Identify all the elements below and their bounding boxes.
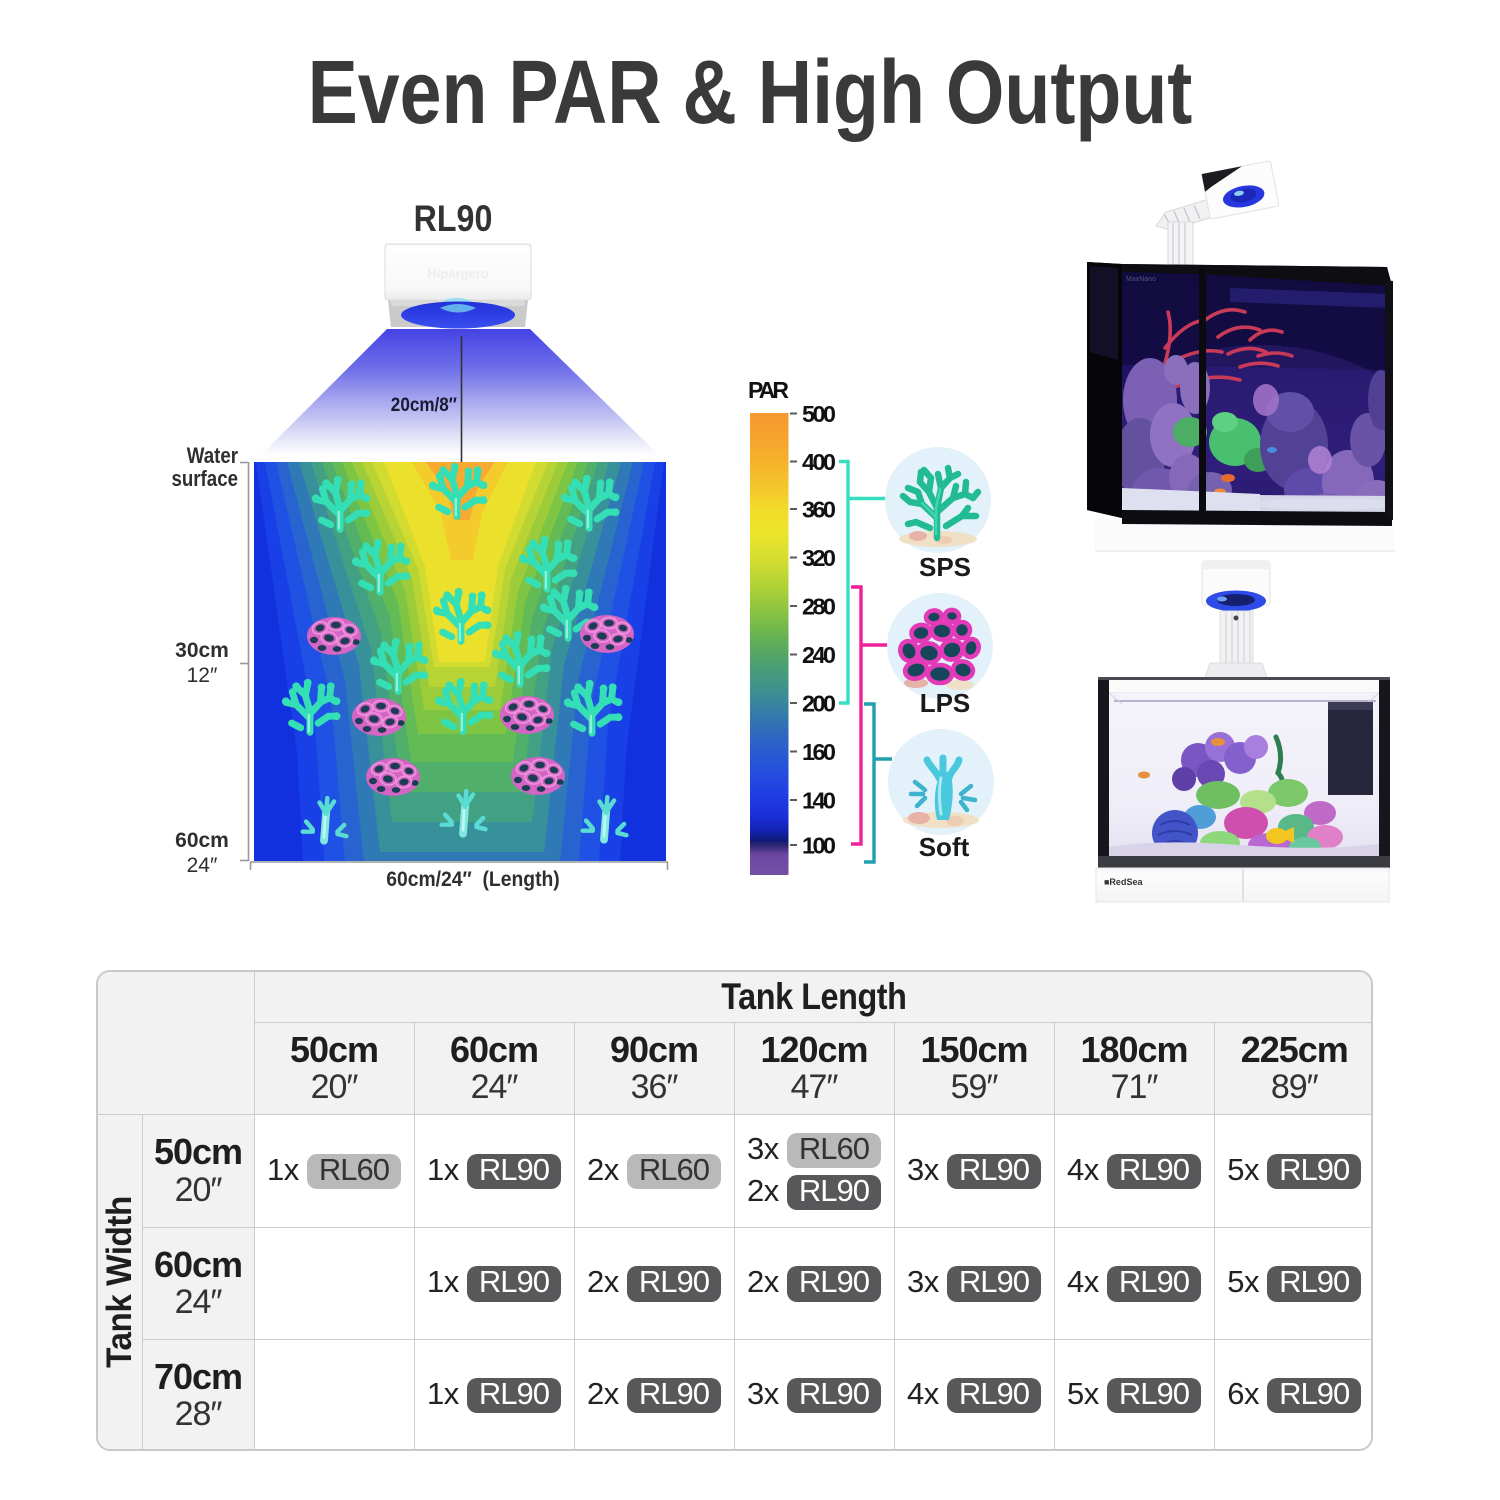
svg-text:MaxNano: MaxNano xyxy=(1126,276,1156,283)
svg-text:280: 280 xyxy=(802,594,836,620)
svg-text:100: 100 xyxy=(802,833,836,859)
svg-text:200: 200 xyxy=(802,691,836,717)
svg-text:■RedSea: ■RedSea xyxy=(1104,877,1143,887)
svg-text:400: 400 xyxy=(802,449,836,475)
svg-text:500: 500 xyxy=(802,401,836,427)
svg-text:160: 160 xyxy=(802,739,836,765)
svg-text:LPS: LPS xyxy=(920,688,971,718)
svg-text:Soft: Soft xyxy=(919,832,970,862)
svg-text:Hipargero: Hipargero xyxy=(427,266,488,281)
svg-text:360: 360 xyxy=(802,497,836,523)
svg-text:240: 240 xyxy=(802,642,836,668)
svg-text:320: 320 xyxy=(802,545,836,571)
svg-text:SPS: SPS xyxy=(919,552,971,582)
svg-text:PAR: PAR xyxy=(748,377,789,403)
svg-text:140: 140 xyxy=(802,788,836,814)
